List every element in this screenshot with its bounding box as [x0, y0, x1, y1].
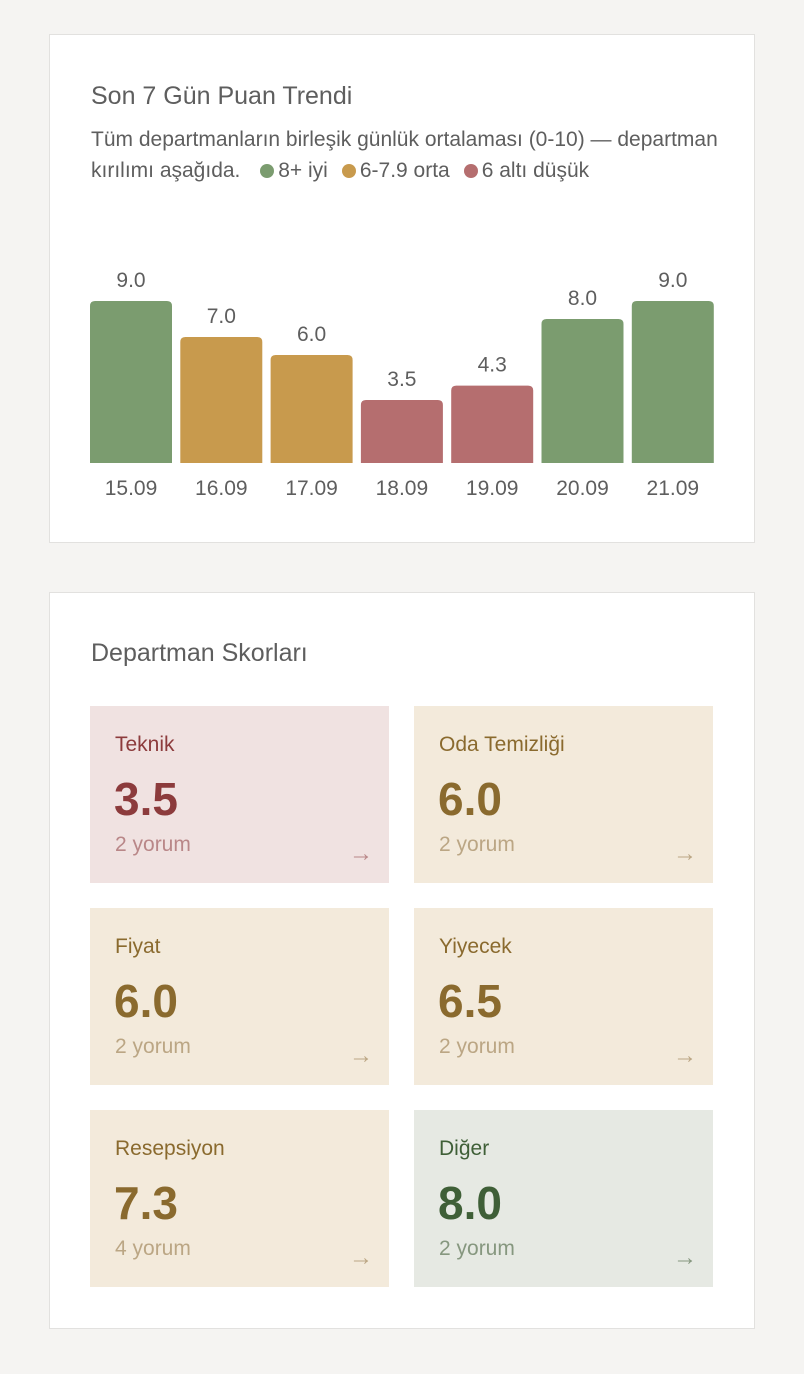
arrow-icon: → [349, 1244, 373, 1271]
x-tick-label: 17.09 [285, 477, 338, 500]
bar [180, 337, 263, 463]
department-card[interactable]: Fiyat 6.0 2 yorum → [90, 908, 389, 1085]
department-name: Teknik [115, 733, 175, 756]
value-label: 3.5 [387, 368, 416, 391]
legend: 8+ iyi 6-7.9 orta 6 altı düşük [246, 159, 589, 182]
card-title: Departman Skorları [91, 639, 308, 667]
department-name: Oda Temizliği [439, 733, 565, 756]
arrow-icon: → [673, 1042, 697, 1069]
legend-label: 6-7.9 orta [359, 159, 450, 182]
department-card[interactable]: Oda Temizliği 6.0 2 yorum → [414, 706, 713, 883]
chart: 9.0 15.09 7.0 16.09 6.0 17.09 3.5 18.09 4.3 19.09… [90, 269, 714, 500]
legend-dot [341, 164, 356, 178]
legend-item: 6-7.9 orta [328, 159, 450, 182]
x-tick-label: 21.09 [647, 477, 700, 500]
department-name: Yiyecek [439, 935, 512, 958]
value-label: 9.0 [116, 269, 145, 292]
value-label: 9.0 [658, 269, 687, 292]
x-tick-label: 19.09 [466, 477, 519, 500]
comment-count: 4 yorum [115, 1237, 191, 1260]
value-label: 4.3 [478, 354, 507, 377]
department-score: 7.3 [114, 1177, 178, 1229]
department-score: 6.0 [114, 975, 178, 1027]
department-score: 3.5 [114, 773, 178, 825]
value-label: 8.0 [568, 287, 597, 310]
comment-count: 2 yorum [115, 1035, 191, 1058]
bar [541, 319, 624, 463]
legend-label: 6 altı düşük [481, 159, 590, 182]
department-name: Resepsiyon [115, 1137, 225, 1160]
department-score: 8.0 [438, 1177, 502, 1229]
bar [90, 301, 172, 463]
department-score: 6.5 [438, 975, 502, 1027]
bar [360, 400, 443, 463]
legend-label: 8+ iyi [278, 159, 328, 182]
legend-dot [463, 164, 478, 178]
value-label: 6.0 [297, 323, 326, 346]
x-tick-label: 18.09 [376, 477, 429, 500]
department-card[interactable]: Yiyecek 6.5 2 yorum → [414, 908, 713, 1085]
department-card[interactable]: Resepsiyon 7.3 4 yorum → [90, 1110, 389, 1287]
department-score: 6.0 [438, 773, 502, 825]
card-title: Son 7 Gün Puan Trendi [91, 82, 353, 110]
department-card[interactable]: Diğer 8.0 2 yorum → [414, 1110, 713, 1287]
subtitle: Tüm departmanların birleşik günlük ortal… [91, 124, 731, 186]
legend-item: 8+ iyi [246, 159, 328, 182]
arrow-icon: → [673, 840, 697, 867]
value-label: 7.0 [207, 305, 236, 328]
department-card[interactable]: Teknik 3.5 2 yorum → [90, 706, 389, 883]
legend-dot [260, 164, 275, 178]
department-name: Diğer [439, 1137, 490, 1160]
x-tick-label: 16.09 [195, 477, 248, 500]
x-tick-label: 20.09 [556, 477, 609, 500]
subtitle-text: Tüm departmanların birleşik günlük ortal… [91, 128, 718, 182]
department-name: Fiyat [115, 935, 161, 958]
bar [631, 301, 714, 463]
x-tick-label: 15.09 [105, 477, 158, 500]
arrow-icon: → [349, 840, 373, 867]
comment-count: 2 yorum [439, 833, 515, 856]
comment-count: 2 yorum [115, 833, 191, 856]
comment-count: 2 yorum [439, 1035, 515, 1058]
arrow-icon: → [673, 1244, 697, 1271]
arrow-icon: → [349, 1042, 373, 1069]
bar [270, 355, 353, 463]
bar [451, 385, 534, 463]
comment-count: 2 yorum [439, 1237, 515, 1260]
legend-item: 6 altı düşük [450, 155, 589, 186]
